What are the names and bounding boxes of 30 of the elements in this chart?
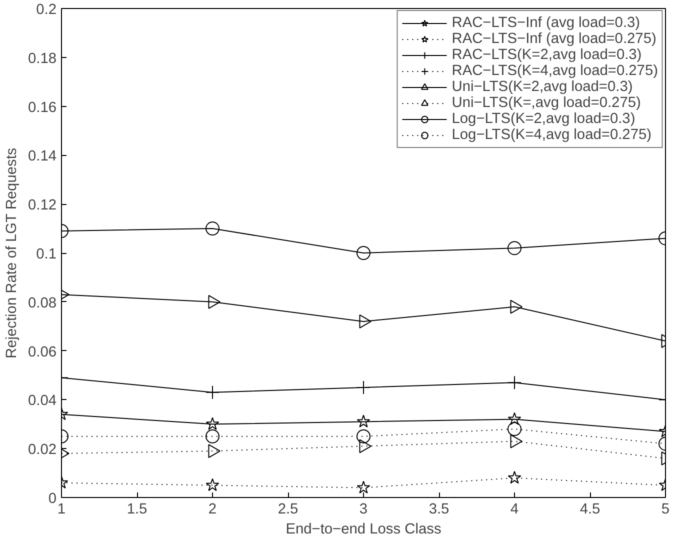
y-tick-label: 0.04 bbox=[28, 393, 57, 410]
x-axis-title: End−to−end Loss Class bbox=[286, 522, 442, 538]
y-tick-label: 0.12 bbox=[28, 198, 57, 214]
y-tick-label: 0.18 bbox=[28, 50, 57, 67]
x-tick-label: 3.5 bbox=[428, 502, 450, 518]
y-tick-label: 0.08 bbox=[28, 295, 57, 312]
x-tick-label: 1.5 bbox=[126, 502, 148, 518]
x-tick-label: 3 bbox=[359, 502, 368, 518]
x-tick-label: 2.5 bbox=[278, 502, 298, 518]
legend-label: RAC−LTS−Inf (avg load=0.3) bbox=[452, 15, 640, 31]
x-tick-label: 2 bbox=[208, 502, 217, 518]
y-tick-label: 0.2 bbox=[36, 2, 56, 18]
legend-label: Log−LTS(K=4,avg load=0.275) bbox=[452, 127, 652, 143]
x-tick-label: 4.5 bbox=[580, 502, 600, 518]
legend-label: Uni−LTS(K=2,avg load=0.3) bbox=[452, 79, 633, 95]
legend-label: Uni−LTS(K=,avg load=0.275) bbox=[452, 95, 641, 111]
x-tick-label: 5 bbox=[661, 502, 670, 518]
y-axis-title: Rejection Rate of LGT Requests bbox=[4, 148, 20, 358]
legend-label: RAC−LTS(K=4,avg load=0.275) bbox=[452, 63, 658, 79]
legend-label: RAC−LTS−Inf (avg load=0.275) bbox=[452, 31, 656, 47]
legend-label: Log−LTS(K=2,avg load=0.3) bbox=[452, 111, 636, 127]
y-tick-label: 0.14 bbox=[28, 148, 57, 165]
x-tick-label: 1 bbox=[57, 502, 66, 518]
y-tick-label: 0 bbox=[48, 491, 57, 507]
legend-label: RAC−LTS(K=2,avg load=0.3) bbox=[452, 47, 642, 63]
y-tick-label: 0.06 bbox=[28, 344, 57, 360]
x-tick-label: 4 bbox=[510, 502, 519, 518]
y-tick-label: 0.02 bbox=[28, 442, 57, 458]
y-tick-label: 0.16 bbox=[28, 100, 57, 116]
y-tick-label: 0.1 bbox=[36, 246, 56, 262]
